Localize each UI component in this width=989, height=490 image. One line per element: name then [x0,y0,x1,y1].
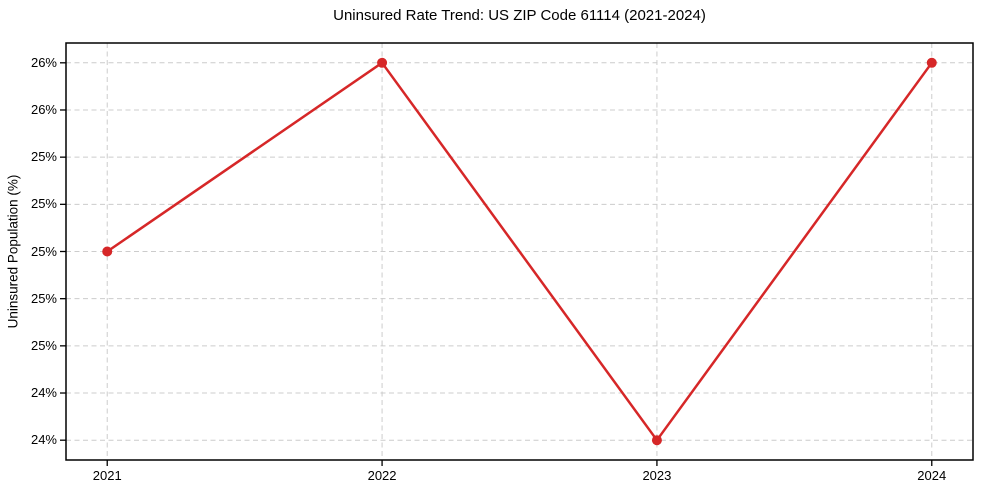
y-tick-label: 24% [30,385,57,401]
y-tick-label: 24% [30,432,57,448]
y-tick-label: 26% [30,54,57,70]
x-tick-label: 2022 [367,468,397,483]
y-tick-label: 25% [30,149,57,165]
y-tick-label: 25% [30,290,57,306]
trend-line [105,61,934,442]
plot-area [60,42,974,466]
chart-title: Uninsured Rate Trend: US ZIP Code 61114 … [333,7,706,24]
x-tick-label: 2021 [92,468,122,483]
y-tick-label: 25% [30,243,57,259]
data-point-2023 [651,435,662,446]
plot-canvas [60,42,974,466]
data-point-2022 [377,57,388,68]
x-tick-label: 2024 [917,468,947,483]
y-tick-label: 25% [30,196,57,212]
y-tick-label: 26% [30,101,57,117]
data-point-2021 [102,246,113,257]
axes-frame [65,42,974,461]
data-point-2024 [926,57,937,68]
y-tick-label: 25% [30,337,57,353]
x-tick-label: 2023 [642,468,672,483]
